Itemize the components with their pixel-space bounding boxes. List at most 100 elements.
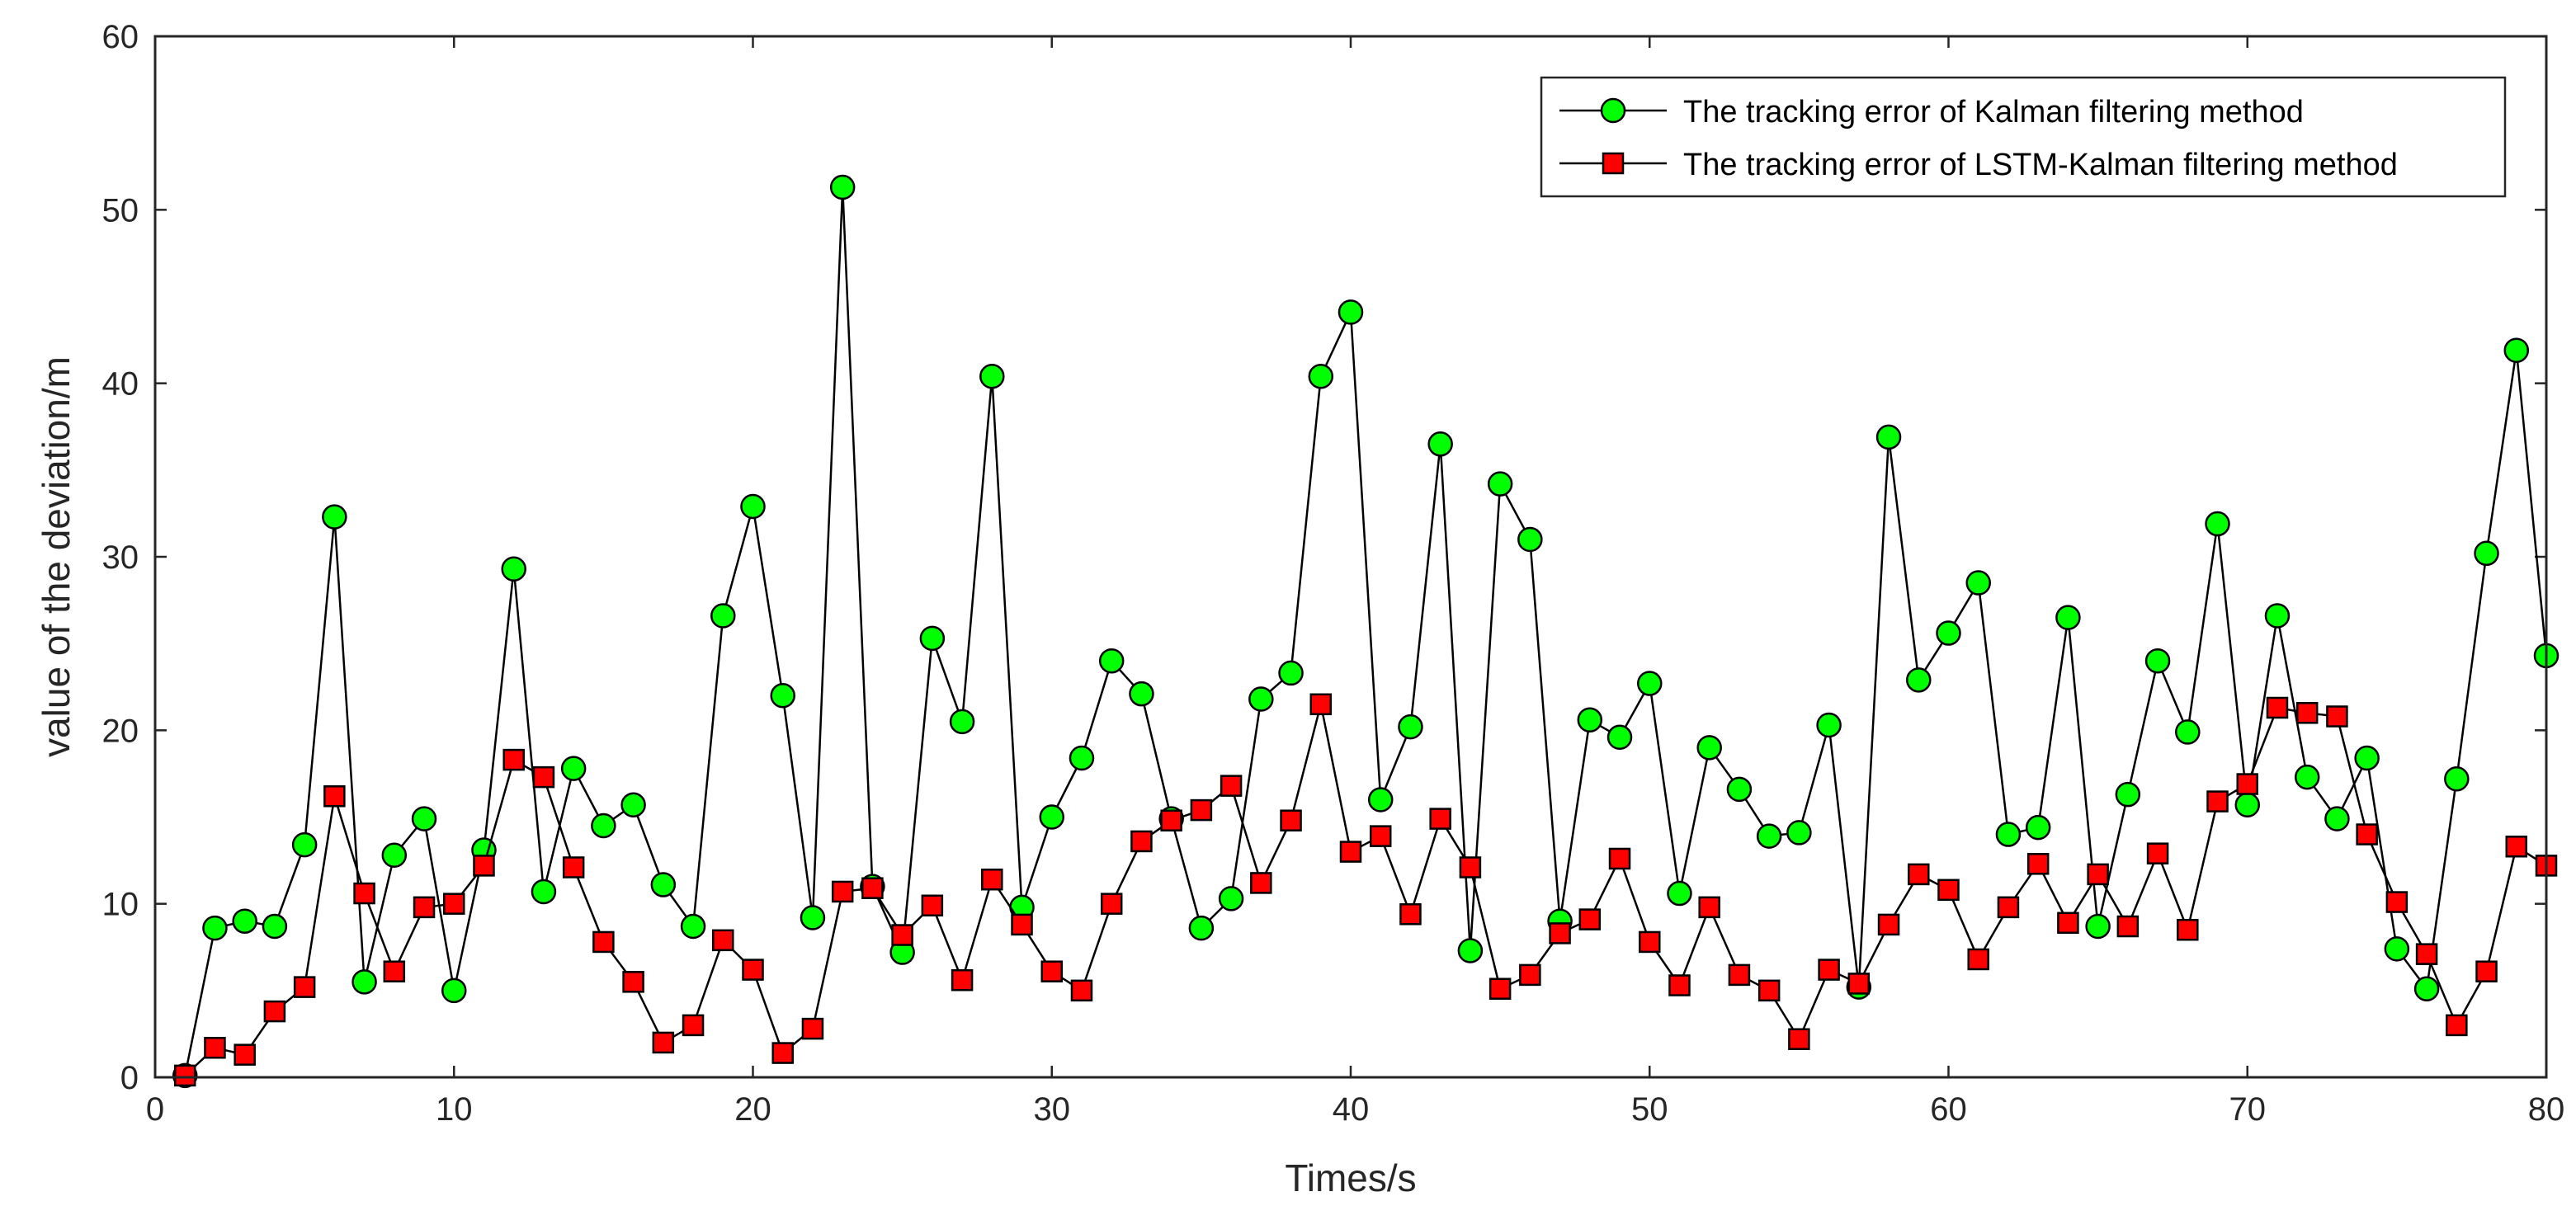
data-point [2087,863,2109,886]
data-point [2236,773,2258,795]
data-point [1399,903,1422,926]
x-tick-label: 60 [1930,1091,1967,1128]
data-point [322,504,347,530]
x-tick-label: 30 [1034,1091,1071,1128]
data-point [680,913,706,940]
data-point [353,882,375,905]
data-point [1696,735,1722,761]
data-point [562,856,585,878]
data-point [291,831,318,858]
data-point [1519,963,1541,987]
data-point [2264,603,2291,629]
x-tick-label: 70 [2229,1091,2267,1128]
data-point [1816,712,1842,738]
data-point [2266,696,2289,719]
data-point [1937,878,1960,902]
data-point [2385,891,2409,913]
data-point [682,1014,705,1037]
data-point [710,603,736,629]
data-point [1427,431,1453,457]
data-point [1637,671,1663,696]
data-point [1367,787,1394,813]
data-point [919,625,946,652]
data-point [2177,918,2199,941]
data-point [383,960,406,982]
data-point [2055,605,2081,630]
data-point [1218,886,1244,911]
data-point [234,1043,256,1066]
data-point [173,1064,196,1087]
data-point [2326,705,2348,728]
data-point [1728,963,1751,987]
y-tick-label: 50 [102,192,139,228]
data-point [1308,364,1334,389]
data-point [1667,880,1692,907]
data-point [293,976,316,998]
y-axis-title: value of the deviation/m [35,356,78,757]
data-point [800,905,826,930]
data-point [441,977,467,1004]
data-point [502,748,525,771]
data-point [560,756,587,781]
data-point [1070,979,1093,1002]
data-point [1908,863,1930,886]
data-point [831,880,854,903]
y-tick-label: 20 [102,713,139,749]
data-point [592,930,615,954]
data-point [770,683,795,709]
data-point [2446,1014,2468,1037]
data-point [2354,745,2380,771]
data-point [2206,790,2229,813]
series-layer [172,174,2559,1089]
x-tick-label: 80 [2528,1091,2565,1128]
data-point [531,878,557,905]
data-point [2444,765,2470,792]
data-point [861,877,884,899]
data-point [2144,648,2171,674]
data-point [501,556,526,582]
data-point [351,969,377,995]
data-point [413,896,436,919]
data-point [2057,911,2079,935]
data-point [1429,808,1451,830]
data-point [622,971,644,993]
data-point [1129,681,1154,707]
data-point [1098,648,1125,674]
data-point [2503,337,2530,363]
data-point [652,1031,675,1054]
data-point [1069,745,1095,771]
series-line [183,186,2548,1076]
data-point [1578,908,1602,930]
data-point [204,1036,226,1059]
x-tick-label: 0 [146,1091,164,1128]
data-point [2026,853,2050,875]
legend-label-lstm: The tracking error of LSTM-Kalman filter… [1683,148,2398,182]
data-point [232,908,257,934]
y-axis-ticks: 0 10 20 30 40 50 60 [102,19,2546,1096]
legend-marker-lstm [1602,152,1625,175]
data-point [1489,977,1512,1000]
data-point [1698,896,1720,919]
data-point [1995,822,2022,847]
data-point [2356,823,2378,846]
data-point [1788,1028,1810,1050]
x-axis-title: Times/s [1285,1156,1416,1199]
data-point [1757,979,1781,1002]
data-point [1190,798,1213,822]
data-point [1847,973,1871,995]
data-point [2025,814,2051,841]
data-point [591,813,616,839]
legend-box [1540,76,2507,198]
data-point [1997,896,2020,919]
data-point [1606,724,1633,750]
data-point [1936,620,1961,646]
data-point [891,924,913,946]
data-point [1398,714,1423,740]
data-point [1339,841,1362,863]
data-point [2505,836,2528,858]
data-point [2085,913,2111,940]
data-point [2384,936,2410,962]
legend-label-kalman: The tracking error of Kalman filtering m… [1683,95,2304,130]
data-point [1309,693,1333,716]
